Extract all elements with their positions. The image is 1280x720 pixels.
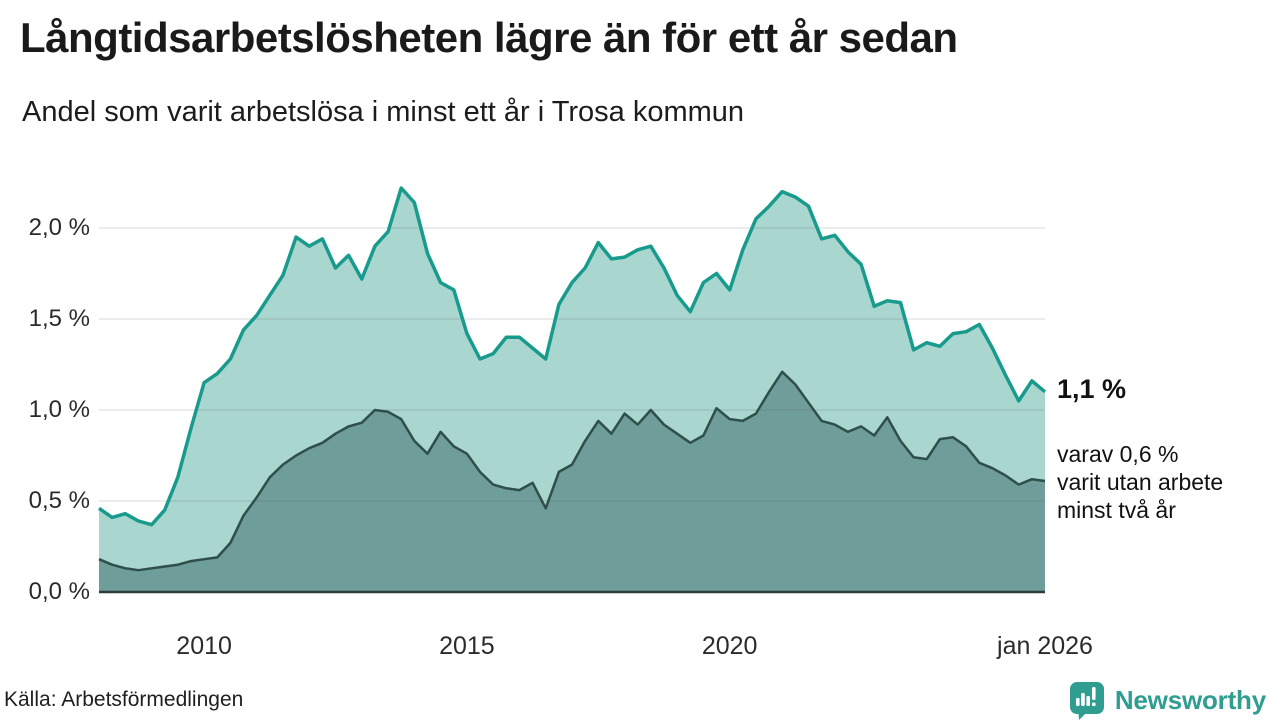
newsworthy-logo: Newsworthy: [1068, 680, 1266, 720]
x-tick-label: 2015: [439, 632, 495, 660]
series-area-1: [99, 371, 1045, 592]
y-tick-label: 0,0 %: [28, 578, 90, 605]
y-tick-label: 1,0 %: [28, 396, 90, 423]
series-line: [98, 186, 1047, 527]
chart-subtitle: Andel som varit arbetslösa i minst ett å…: [22, 96, 745, 128]
source-text: Källa: Arbetsförmedlingen: [4, 688, 244, 711]
brand-name: Newsworthy: [1114, 684, 1266, 715]
x-tick-label: 2020: [701, 632, 758, 660]
series-line: [98, 370, 1046, 572]
y-tick-label: 2,0 %: [28, 214, 90, 241]
y-tick-label: 0,5 %: [28, 487, 90, 514]
y-tick-label: 1,5 %: [28, 305, 90, 332]
bar-chart-exclamation-bubble-icon: [1069, 682, 1104, 720]
end-value-label: 1,1 %: [1057, 374, 1127, 404]
chart-title: Långtidsarbetslösheten lägre än för ett …: [20, 14, 958, 61]
end-note-label: varav 0,6 % varit utan arbete minst två …: [1057, 441, 1224, 523]
x-tick-label: 2010: [176, 632, 232, 660]
x-tick-label: jan 2026: [997, 632, 1093, 660]
